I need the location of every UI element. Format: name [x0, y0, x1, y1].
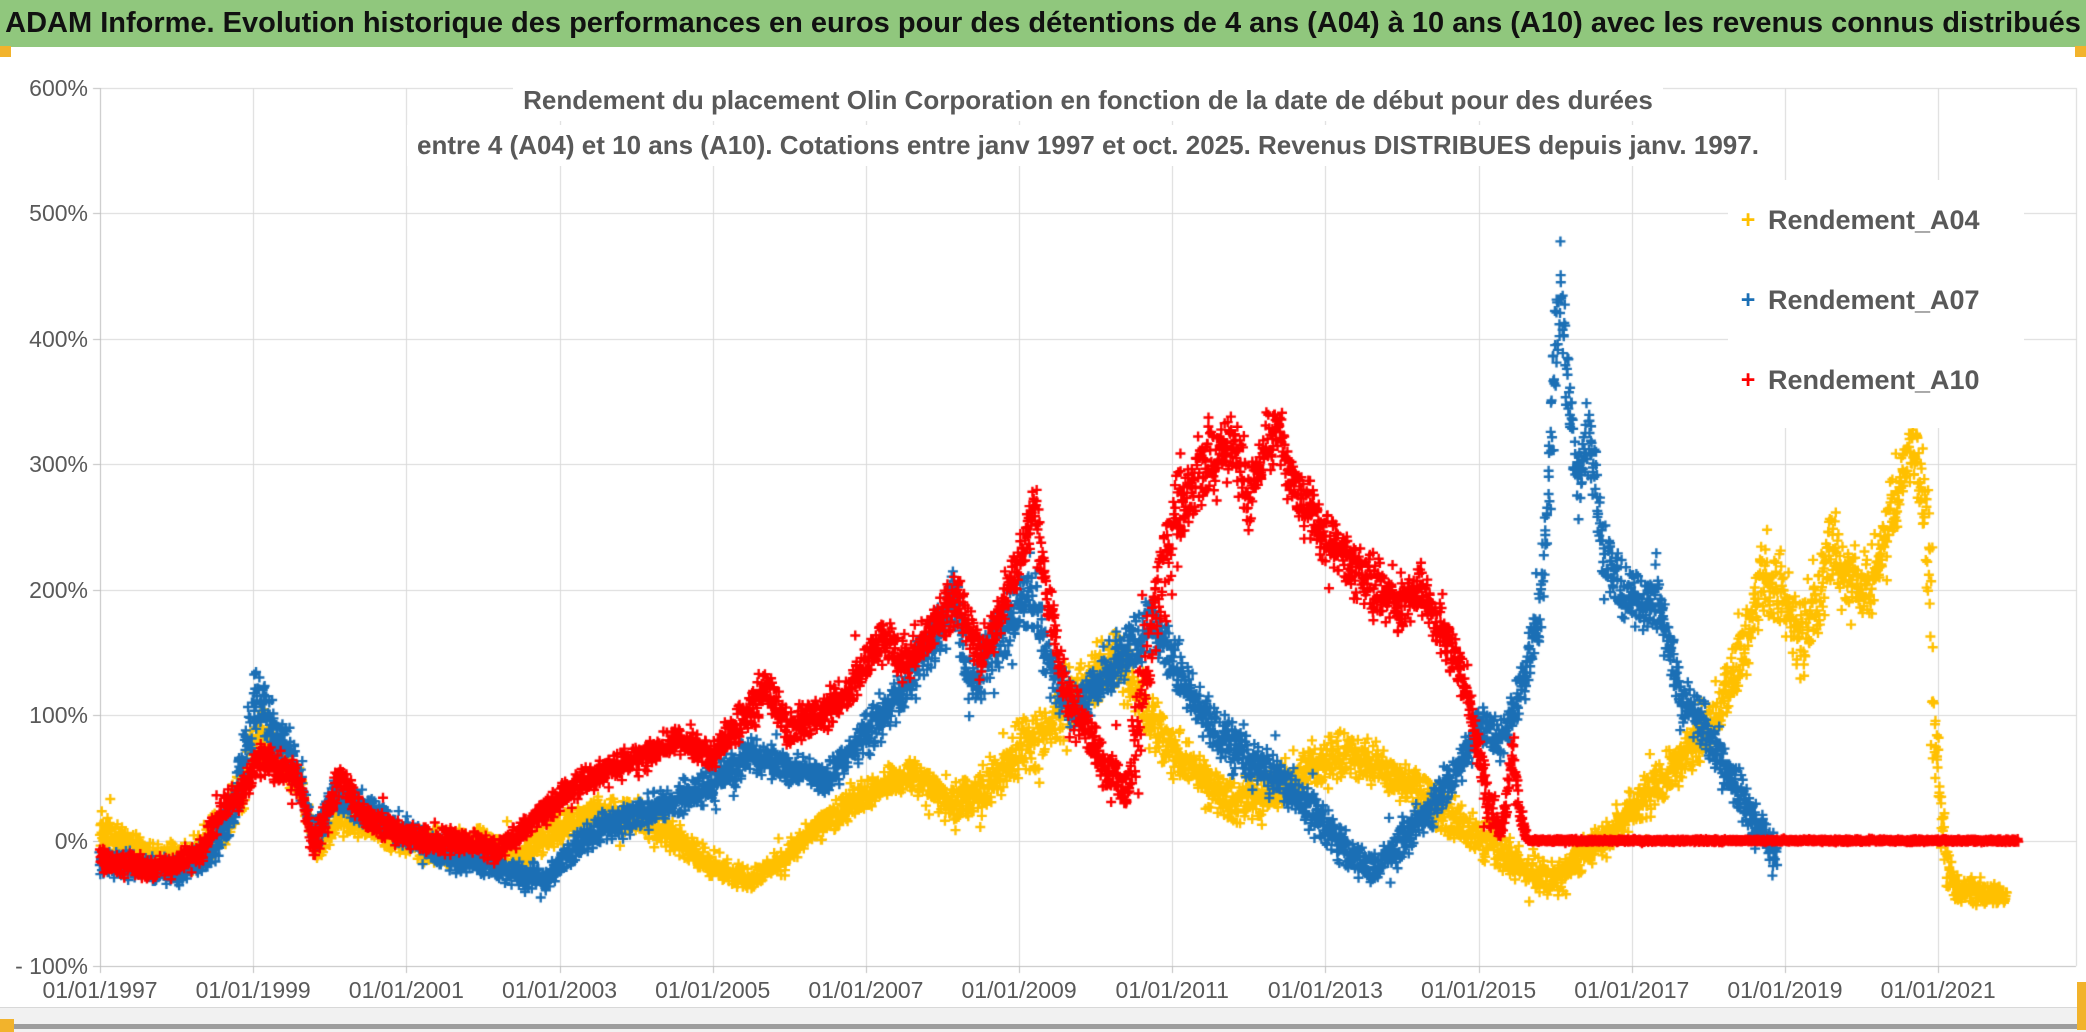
frame-accent-top-left	[0, 46, 11, 57]
chart-title-line1: Rendement du placement Olin Corporation …	[100, 80, 2076, 125]
x-axis-tick-label: 01/01/2019	[1727, 977, 1843, 1003]
x-axis-tick-label: 01/01/2011	[1115, 977, 1229, 1003]
x-axis-tick-label: 01/01/2015	[1421, 977, 1537, 1003]
legend-item-label: Rendement_A10	[1768, 364, 1980, 395]
plus-marker-icon: +	[1740, 205, 1756, 234]
plus-marker-icon: +	[1740, 365, 1756, 394]
y-axis-tick-label: 400%	[29, 325, 88, 352]
x-axis-tick-label: 01/01/2013	[1267, 977, 1383, 1003]
frame-accent-top-right	[2075, 46, 2086, 57]
x-axis-tick-label: 01/01/2007	[808, 977, 924, 1003]
frame-accent-bottom-right	[2077, 982, 2086, 1030]
x-axis-tick-label: 01/01/2001	[348, 977, 464, 1003]
y-axis-tick-label: 0%	[54, 827, 88, 854]
legend-item-label: Rendement_A04	[1768, 204, 1980, 235]
chart-title-line2: entre 4 (A04) et 10 ans (A10). Cotations…	[100, 125, 2076, 170]
frame-accent-bottom-left	[0, 1019, 14, 1032]
x-axis-tick-label: 01/01/1999	[195, 977, 311, 1003]
y-axis-tick-label: 200%	[29, 576, 88, 603]
x-axis-tick-label: 01/01/2017	[1574, 977, 1690, 1003]
x-axis-tick-label: 01/01/2021	[1880, 977, 1996, 1003]
legend-item-label: Rendement_A07	[1768, 284, 1980, 315]
x-axis-tick-label: 01/01/1997	[42, 977, 158, 1003]
x-axis-tick-label: 01/01/2009	[961, 977, 1077, 1003]
legend: + Rendement_A04 + Rendement_A07 + Rendement_A…	[1728, 180, 2024, 428]
y-axis-tick-label: - 100%	[15, 953, 88, 979]
y-axis-tick-label: 500%	[29, 200, 88, 227]
x-axis-tick-label: 01/01/2003	[501, 977, 618, 1003]
legend-item: + Rendement_A04	[1728, 180, 2024, 260]
y-axis-tick-label: 600%	[29, 75, 88, 101]
plus-marker-icon: +	[1740, 285, 1756, 314]
legend-item: + Rendement_A10	[1728, 340, 2024, 420]
x-axis-tick-label: 01/01/2005	[655, 977, 771, 1003]
legend-item: + Rendement_A07	[1728, 260, 2024, 340]
bottom-divider-line	[0, 1024, 2086, 1029]
chart-title: Rendement du placement Olin Corporation …	[100, 80, 2076, 170]
y-axis-tick-label: 300%	[29, 451, 88, 478]
y-axis-tick-label: 100%	[29, 702, 88, 729]
